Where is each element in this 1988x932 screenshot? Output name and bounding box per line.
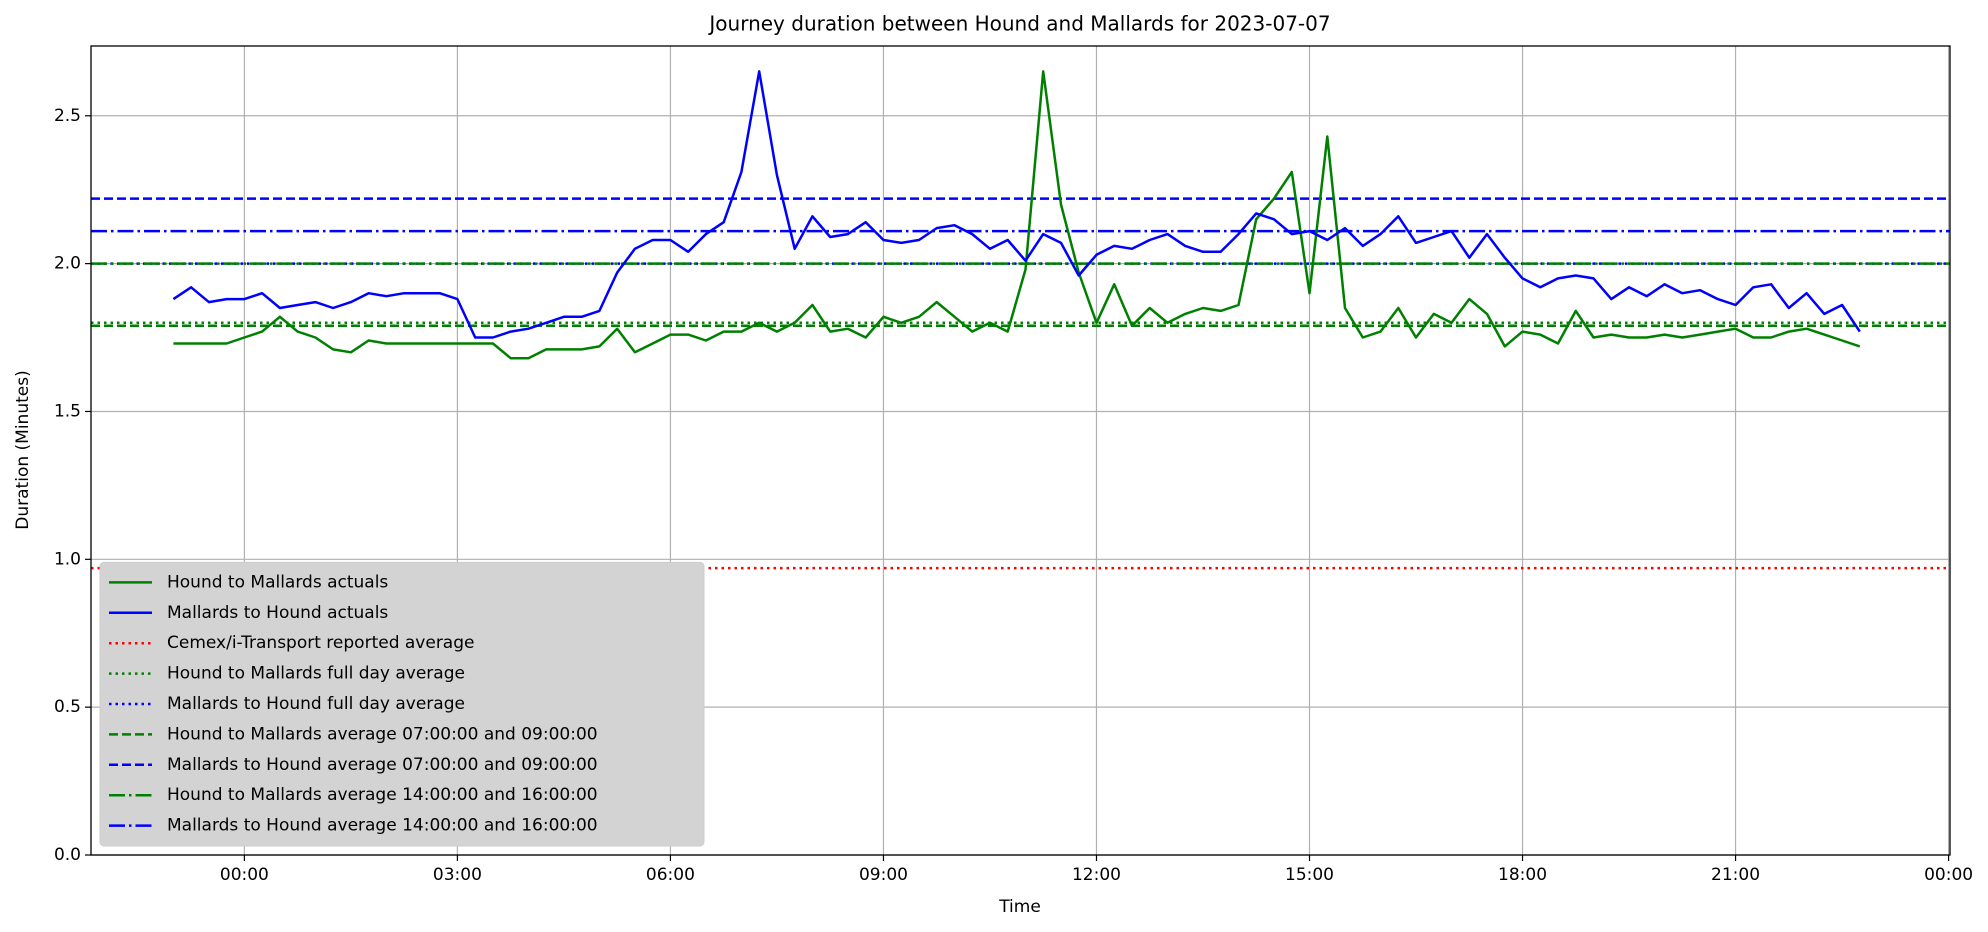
legend-box [99, 561, 705, 847]
x-axis-label: Time [998, 897, 1041, 917]
series-line [172, 70, 1861, 339]
x-tick-label: 12:00 [1072, 865, 1121, 885]
x-tick-label: 00:00 [1924, 865, 1973, 885]
legend-label: Mallards to Hound actuals [167, 603, 388, 623]
legend-label: Hound to Mallards full day average [167, 664, 465, 684]
x-tick-label: 15:00 [1285, 865, 1334, 885]
x-tick-label: 18:00 [1498, 865, 1547, 885]
y-tick-label: 2.0 [54, 254, 81, 274]
x-tick-label: 06:00 [646, 865, 695, 885]
x-tick-label: 21:00 [1711, 865, 1760, 885]
legend-label: Hound to Mallards actuals [167, 572, 388, 592]
legend-label: Mallards to Hound full day average [167, 694, 465, 714]
legend-label: Mallards to Hound average 14:00:00 and 1… [167, 816, 598, 836]
legend: Hound to Mallards actuals Mallards to Hou… [99, 561, 705, 847]
legend-label: Hound to Mallards average 14:00:00 and 1… [167, 785, 598, 805]
x-tick-label: 03:00 [433, 865, 482, 885]
x-tick-label: 09:00 [859, 865, 908, 885]
series-line [173, 70, 1861, 360]
y-tick-label: 1.0 [54, 549, 81, 569]
legend-label: Mallards to Hound average 07:00:00 and 0… [167, 755, 598, 775]
y-tick-label: 0.0 [54, 845, 81, 865]
chart-title: Journey duration between Hound and Malla… [707, 12, 1330, 36]
legend-label: Hound to Mallards average 07:00:00 and 0… [167, 724, 598, 744]
plot-frame [90, 45, 1951, 856]
legend-label: Cemex/i-Transport reported average [167, 633, 474, 653]
y-tick-label: 0.5 [54, 697, 81, 717]
y-tick-label: 2.5 [54, 106, 81, 126]
x-tick-label: 00:00 [220, 865, 269, 885]
y-tick-label: 1.5 [54, 401, 81, 421]
y-axis-label: Duration (Minutes) [13, 370, 33, 529]
